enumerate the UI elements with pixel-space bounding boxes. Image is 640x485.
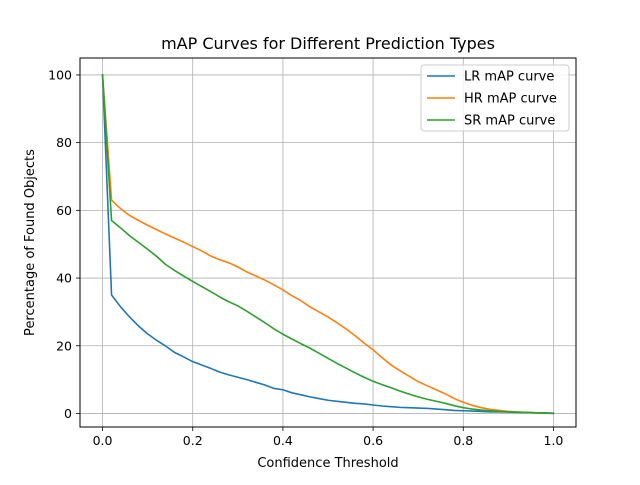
x-tick-label: 0.4	[273, 433, 293, 448]
grid-layer	[80, 58, 576, 427]
x-tick-label: 0.8	[453, 433, 473, 448]
chart-title: mAP Curves for Different Prediction Type…	[161, 34, 495, 53]
y-tick-label: 100	[48, 67, 72, 82]
series-line-sr	[101, 74, 555, 415]
legend-entries: LR mAP curve HR mAP curve SR mAP curve	[427, 70, 557, 129]
ticks-layer: 0.0 0.2 0.4 0.6 0.8 1.0 0 20 40 60 80 100	[48, 67, 563, 448]
x-tick-label: 0.2	[183, 433, 203, 448]
x-axis-label: Confidence Threshold	[257, 456, 398, 471]
y-tick-label: 40	[56, 271, 72, 286]
axes-frame	[79, 57, 577, 428]
series-line-lr	[101, 74, 555, 414]
y-tick-label: 0	[64, 406, 72, 421]
legend-label-sr: SR mAP curve	[464, 114, 555, 129]
y-tick-label: 20	[56, 338, 72, 353]
legend-label-hr: HR mAP curve	[464, 92, 557, 107]
x-tick-label: 0.0	[93, 433, 113, 448]
x-tick-label: 0.6	[363, 433, 383, 448]
y-axis-label: Percentage of Found Objects	[23, 149, 38, 336]
series-layer	[101, 74, 555, 415]
y-tick-label: 60	[56, 203, 72, 218]
x-tick-label: 1.0	[544, 433, 564, 448]
legend-label-lr: LR mAP curve	[464, 70, 554, 85]
y-tick-label: 80	[56, 135, 72, 150]
legend: LR mAP curve HR mAP curve SR mAP curve	[420, 64, 570, 132]
series-line-hr	[101, 74, 555, 415]
legend-box	[420, 64, 570, 132]
